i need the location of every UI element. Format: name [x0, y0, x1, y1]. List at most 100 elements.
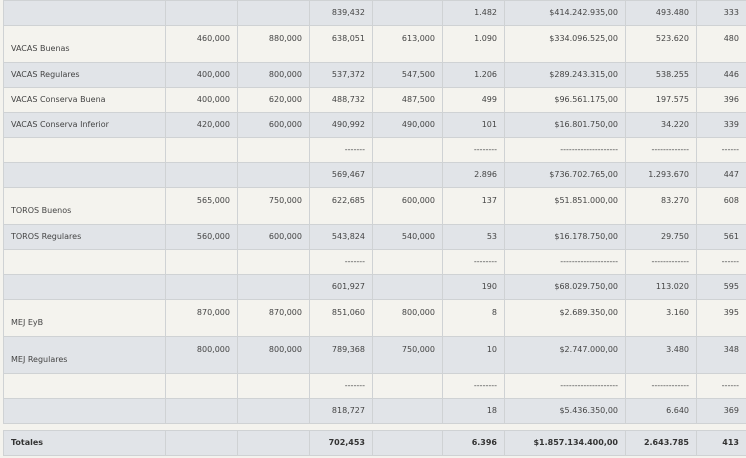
table-cell: 499	[442, 87, 505, 113]
totals-cell: 2.643.785	[625, 430, 697, 456]
table-cell: 490,992	[309, 112, 373, 138]
table-cell: $68.029.750,00	[504, 274, 626, 300]
table-cell: 190	[442, 274, 505, 300]
table-cell: 490,000	[372, 112, 443, 138]
table-cell: 800,000	[237, 336, 310, 374]
table-cell: 1.482	[442, 0, 505, 26]
table-cell	[372, 398, 443, 424]
totals-cell	[237, 430, 310, 456]
table-cell: 83.270	[625, 187, 697, 225]
table-cell: 613,000	[372, 25, 443, 63]
table-cell: 487,500	[372, 87, 443, 113]
table-cell: 333	[696, 0, 746, 26]
table-cell: 638,051	[309, 25, 373, 63]
table-row: VACAS Buenas 460,000 880,000 638,051 613,000…	[3, 25, 746, 63]
table-cell: $5.436.350,00	[504, 398, 626, 424]
data-table: 839,432 1.482 $414.242.935,00 493.480 333 VAC…	[3, 0, 746, 424]
table-cell	[372, 373, 443, 399]
table-cell: 600,000	[372, 187, 443, 225]
table-cell: 560,000	[165, 224, 238, 250]
table-cell	[165, 0, 238, 26]
table-cell: 8	[442, 299, 505, 337]
table-cell	[165, 162, 238, 188]
table-cell	[372, 137, 443, 163]
table-cell	[165, 373, 238, 399]
totals-row: Totales 702,453 6.396 $1.857.134.400,00 2.64…	[3, 430, 746, 456]
table-cell	[237, 249, 310, 275]
table-cell	[372, 274, 443, 300]
table-cell: 460,000	[165, 25, 238, 63]
row-label	[3, 0, 166, 26]
table-cell: 543,824	[309, 224, 373, 250]
row-label	[3, 274, 166, 300]
table-cell: 6.640	[625, 398, 697, 424]
table-row: MEJ EyB 870,000 870,000 851,060 800,000 8 $2.6…	[3, 299, 746, 337]
table-cell: 197.575	[625, 87, 697, 113]
table-cell: 400,000	[165, 87, 238, 113]
table-cell: 870,000	[237, 299, 310, 337]
table-cell	[165, 249, 238, 275]
table-cell: $16.178.750,00	[504, 224, 626, 250]
table-cell: 34.220	[625, 112, 697, 138]
row-label: MEJ Regulares	[3, 336, 166, 374]
table-cell: 1.206	[442, 62, 505, 88]
table-cell: $16.801.750,00	[504, 112, 626, 138]
table-cell: 113.020	[625, 274, 697, 300]
table-cell: 10	[442, 336, 505, 374]
table-cell: 420,000	[165, 112, 238, 138]
table-row: 569,467 2.896 $736.702.765,00 1.293.670 447	[3, 162, 746, 188]
row-label: MEJ EyB	[3, 299, 166, 337]
row-label: TOROS Regulares	[3, 224, 166, 250]
table-cell: 601,927	[309, 274, 373, 300]
table-cell: -------------	[625, 373, 697, 399]
totals-cell: 702,453	[309, 430, 373, 456]
totals-cell	[372, 430, 443, 456]
table-cell: -------------	[625, 137, 697, 163]
row-label: VACAS Conserva Buena	[3, 87, 166, 113]
table-cell	[165, 274, 238, 300]
totals-cell: $1.857.134.400,00	[504, 430, 626, 456]
table-cell	[165, 398, 238, 424]
table-cell: 851,060	[309, 299, 373, 337]
table-cell: --------------------	[504, 137, 626, 163]
table-cell: 493.480	[625, 0, 697, 26]
table-row: 818,727 18 $5.436.350,00 6.640 369	[3, 398, 746, 424]
row-label: VACAS Regulares	[3, 62, 166, 88]
table-cell: -------	[309, 137, 373, 163]
table-cell: 537,372	[309, 62, 373, 88]
table-cell: 839,432	[309, 0, 373, 26]
table-row: 601,927 190 $68.029.750,00 113.020 595	[3, 274, 746, 300]
table-cell: 800,000	[372, 299, 443, 337]
table-cell: 538.255	[625, 62, 697, 88]
table-cell: 595	[696, 274, 746, 300]
row-label	[3, 249, 166, 275]
table-cell: 569,467	[309, 162, 373, 188]
table-row: VACAS Conserva Inferior 420,000 600,000 490…	[3, 112, 746, 138]
table-cell: 800,000	[165, 336, 238, 374]
table-cell: $96.561.175,00	[504, 87, 626, 113]
table-cell: 2.896	[442, 162, 505, 188]
table-cell: 880,000	[237, 25, 310, 63]
table-cell: $2.689.350,00	[504, 299, 626, 337]
table-cell	[237, 373, 310, 399]
table-cell: $334.096.525,00	[504, 25, 626, 63]
table-row: VACAS Regulares 400,000 800,000 537,372 547,…	[3, 62, 746, 88]
table-cell: 622,685	[309, 187, 373, 225]
table-cell	[237, 274, 310, 300]
table-cell: --------------------	[504, 249, 626, 275]
totals-cell: 6.396	[442, 430, 505, 456]
table-cell: 480	[696, 25, 746, 63]
row-label: VACAS Buenas	[3, 25, 166, 63]
table-row: TOROS Regulares 560,000 600,000 543,824 540,…	[3, 224, 746, 250]
table-cell: 395	[696, 299, 746, 337]
table-cell: 789,368	[309, 336, 373, 374]
table-cell: $51.851.000,00	[504, 187, 626, 225]
table-cell: 400,000	[165, 62, 238, 88]
table-cell: 1.293.670	[625, 162, 697, 188]
table-cell	[237, 398, 310, 424]
table-cell: ------	[696, 249, 746, 275]
table-cell: 18	[442, 398, 505, 424]
table-cell: 800,000	[237, 62, 310, 88]
table-cell: 137	[442, 187, 505, 225]
